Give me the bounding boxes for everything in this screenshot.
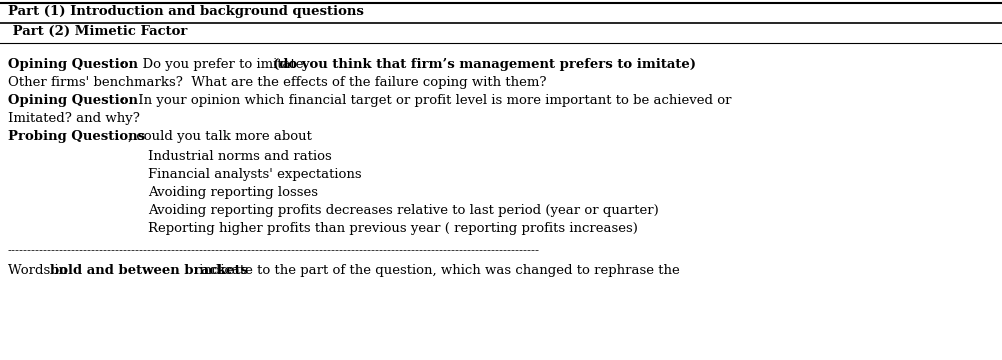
Text: Imitated? and why?: Imitated? and why? <box>8 112 140 125</box>
Text: Part (2) Mimetic Factor: Part (2) Mimetic Factor <box>8 25 187 38</box>
Text: Avoiding reporting profits decreases relative to last period (year or quarter): Avoiding reporting profits decreases rel… <box>148 204 658 217</box>
Text: :    Do you prefer to imitate: : Do you prefer to imitate <box>121 58 308 71</box>
Text: :   In your opinion which financial target or profit level is more important to : : In your opinion which financial target… <box>121 94 731 107</box>
Text: bold and between brackets: bold and between brackets <box>50 264 248 277</box>
Text: Other firms' benchmarks?  What are the effects of the failure coping with them?: Other firms' benchmarks? What are the ef… <box>8 76 546 89</box>
Text: Avoiding reporting losses: Avoiding reporting losses <box>148 186 318 199</box>
Text: Industrial norms and ratios: Industrial norms and ratios <box>148 150 332 163</box>
Text: Financial analysts' expectations: Financial analysts' expectations <box>148 168 362 181</box>
Text: Probing Questions: Probing Questions <box>8 130 145 143</box>
Text: (do you think that firm’s management prefers to imitate): (do you think that firm’s management pre… <box>273 58 696 71</box>
Text: indicate to the part of the question, which was changed to rephrase the: indicate to the part of the question, wh… <box>195 264 679 277</box>
Text: Opining Question: Opining Question <box>8 94 138 107</box>
Text: Opining Question: Opining Question <box>8 58 138 71</box>
Text: Reporting higher profits than previous year ( reporting profits increases): Reporting higher profits than previous y… <box>148 222 638 235</box>
Text: --------------------------------------------------------------------------------: ----------------------------------------… <box>8 244 540 257</box>
Text: , could you talk more about: , could you talk more about <box>128 130 312 143</box>
Text: Part (1) Introduction and background questions: Part (1) Introduction and background que… <box>8 5 364 18</box>
Text: Words in: Words in <box>8 264 71 277</box>
